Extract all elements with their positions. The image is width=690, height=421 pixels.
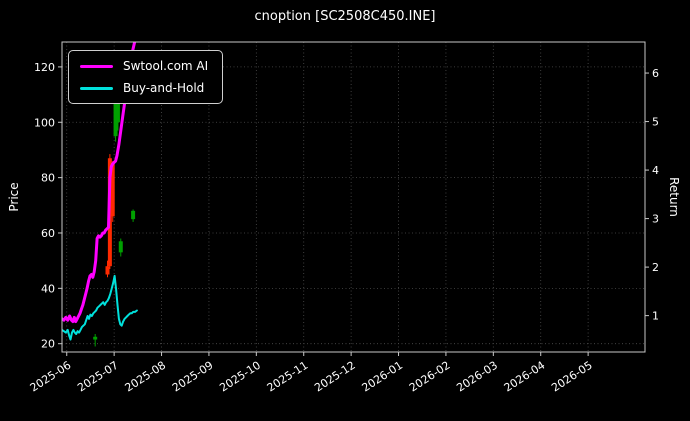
svg-text:80: 80 (41, 172, 55, 185)
svg-text:2025-11: 2025-11 (265, 359, 311, 395)
svg-text:5: 5 (652, 116, 659, 129)
svg-text:3: 3 (652, 213, 659, 226)
svg-text:60: 60 (41, 227, 55, 240)
svg-text:4: 4 (652, 164, 659, 177)
svg-text:40: 40 (41, 282, 55, 295)
legend-label-ai: Swtool.com AI (123, 59, 209, 73)
svg-text:2025-08: 2025-08 (123, 359, 169, 395)
svg-text:2025-09: 2025-09 (170, 359, 216, 395)
svg-text:6: 6 (652, 67, 659, 80)
legend-label-buy-and-hold: Buy-and-Hold (123, 81, 205, 95)
svg-text:20: 20 (41, 338, 55, 351)
svg-text:2025-07: 2025-07 (75, 359, 121, 395)
legend: Swtool.com AI Buy-and-Hold (68, 50, 224, 104)
svg-text:2026-01: 2026-01 (360, 359, 406, 395)
buy-and-hold-line-swatch (80, 86, 113, 90)
svg-text:1: 1 (652, 310, 659, 323)
svg-text:2: 2 (652, 261, 659, 274)
svg-text:2025-12: 2025-12 (312, 359, 358, 395)
svg-text:100: 100 (34, 116, 55, 129)
svg-text:2026-02: 2026-02 (407, 359, 453, 395)
svg-text:2025-06: 2025-06 (28, 359, 74, 395)
legend-item-ai: Swtool.com AI (80, 60, 208, 72)
svg-text:2026-03: 2026-03 (454, 359, 500, 395)
svg-text:2026-04: 2026-04 (502, 359, 548, 395)
svg-text:2026-05: 2026-05 (549, 359, 595, 395)
chart-title: cnoption [SC2508C450.INE] (254, 9, 436, 24)
svg-text:120: 120 (34, 61, 55, 74)
svg-text:2025-10: 2025-10 (217, 359, 263, 395)
ai-line-swatch (80, 64, 113, 68)
legend-item-buy-and-hold: Buy-and-Hold (80, 82, 208, 94)
